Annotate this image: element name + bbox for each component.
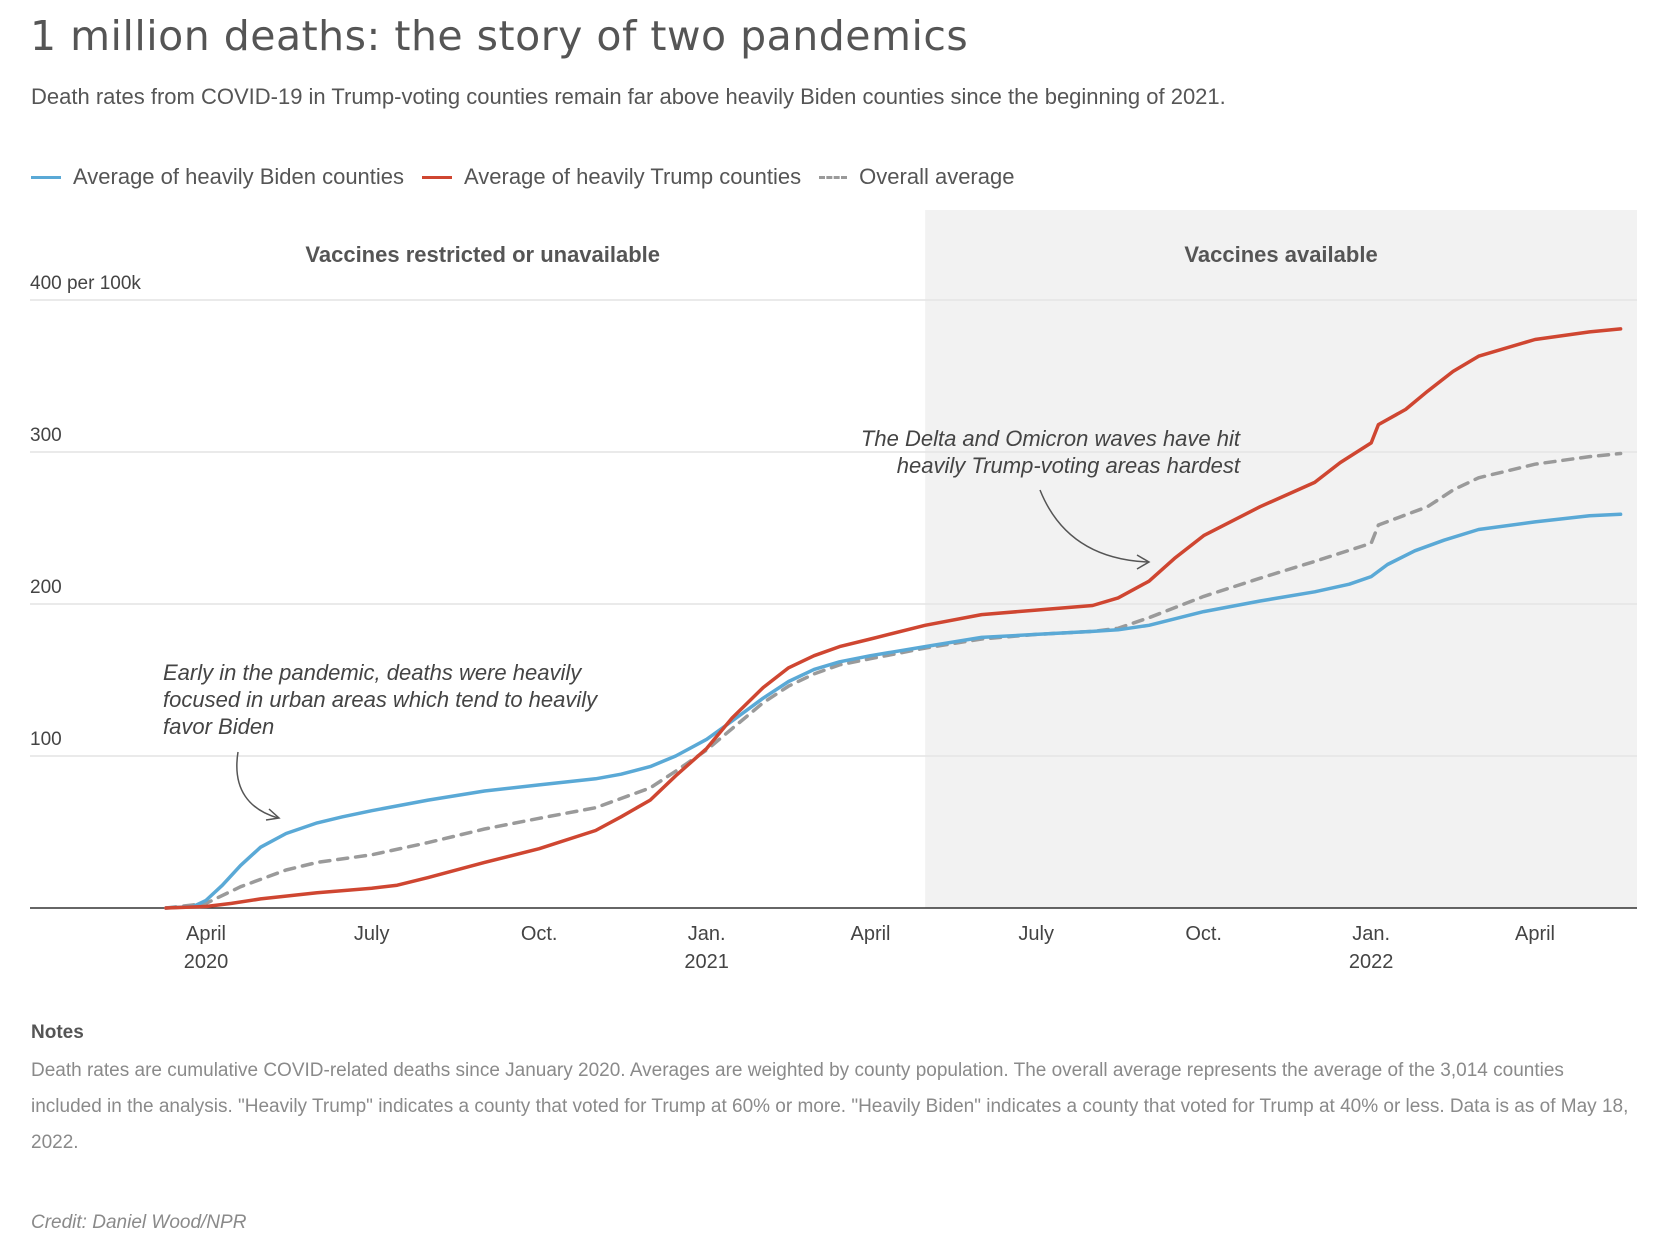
vaccine-region-shade [925,210,1637,908]
x-tick-label-4: April [850,923,890,945]
x-tick-label-3: Jan. [688,923,726,945]
legend-item-trump: Average of heavily Trump counties [422,164,801,190]
x-tick-label-0: April [186,923,226,945]
annotation-early-line-2: favor Biden [163,714,274,739]
region-label-0: Vaccines restricted or unavailable [305,242,660,267]
annotation-delta-arrow [1039,489,1149,563]
x-tick-label-1: July [354,923,390,945]
notes-heading: Notes [31,1022,84,1043]
x-tick-label-8: April [1515,923,1555,945]
legend-swatch-overall [819,175,848,179]
annotation-early-arrowhead [265,808,281,821]
notes-text: Death rates are cumulative COVID-related… [31,1060,1629,1153]
legend-item-overall: Overall average [819,164,1014,190]
chart-title: 1 million deaths: the story of two pande… [30,12,969,60]
legend: Average of heavily Biden counties Averag… [31,164,1032,190]
x-tick-label-2: Oct. [521,923,558,945]
y-tick-label-400: 400 per 100k [30,273,141,294]
legend-swatch-trump [422,175,453,179]
legend-swatch-biden [31,175,61,179]
legend-label-overall: Overall average [859,164,1015,189]
legend-label-biden: Average of heavily Biden counties [73,164,405,189]
x-tick-year-7: 2022 [1349,951,1394,973]
x-tick-label-6: Oct. [1185,923,1222,945]
annotation-early-line-1: focused in urban areas which tend to hea… [163,687,599,712]
annotation-early-line-0: Early in the pandemic, deaths were heavi… [163,660,583,685]
credit-line: Credit: Daniel Wood/NPR [31,1212,247,1233]
x-tick-label-5: July [1018,923,1054,945]
region-label-1: Vaccines available [1184,242,1377,267]
series-line-biden [164,512,1623,910]
annotation-early-arrow [236,751,279,819]
y-tick-label-100: 100 [30,729,62,750]
line-chart: Vaccines restricted or unavailable Vaccin… [30,210,1637,973]
series-line-overall [164,451,1623,910]
x-tick-year-3: 2021 [684,951,729,973]
annotation-delta-line-1: heavily Trump-voting areas hardest [897,453,1241,478]
y-tick-label-200: 200 [30,577,62,598]
annotation-delta-line-0: The Delta and Omicron waves have hit [861,426,1241,451]
legend-item-biden: Average of heavily Biden counties [31,164,404,190]
x-tick-year-0: 2020 [184,951,229,973]
annotation-delta-arrowhead [1136,554,1151,570]
x-tick-label-7: Jan. [1352,923,1390,945]
legend-label-trump: Average of heavily Trump counties [464,164,802,189]
y-tick-label-300: 300 [30,425,62,446]
series-line-trump [164,327,1623,910]
chart-subtitle: Death rates from COVID-19 in Trump-votin… [31,84,1226,109]
